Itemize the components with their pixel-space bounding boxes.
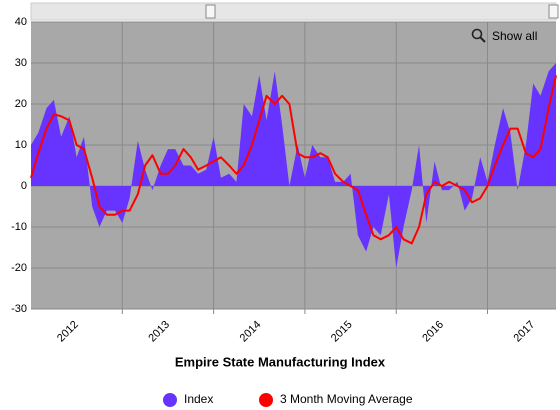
x-tick-label: 2016 bbox=[420, 319, 446, 345]
legend-label[interactable]: 3 Month Moving Average bbox=[280, 392, 413, 406]
chart-title: Empire State Manufacturing Index bbox=[175, 354, 386, 369]
y-tick-label: -10 bbox=[11, 221, 27, 233]
y-tick-label: 40 bbox=[15, 16, 27, 28]
navigator-handle[interactable] bbox=[205, 4, 216, 19]
line bbox=[30, 75, 557, 245]
x-tick-label: 2014 bbox=[238, 319, 264, 345]
x-tick-label: 2017 bbox=[512, 319, 538, 345]
x-tick-label: 2015 bbox=[329, 319, 355, 345]
legend-marker[interactable] bbox=[163, 393, 177, 407]
y-tick-label: 0 bbox=[21, 180, 27, 192]
x-tick-label: 2012 bbox=[55, 319, 81, 345]
y-tick-label: 10 bbox=[15, 139, 27, 151]
zoom-icon bbox=[471, 28, 483, 40]
button-label[interactable]: Show all bbox=[492, 29, 537, 43]
navigator[interactable] bbox=[30, 2, 557, 21]
y-tick-label: -20 bbox=[11, 262, 27, 274]
legend-marker[interactable] bbox=[259, 393, 273, 407]
x-tick-label: 2013 bbox=[146, 319, 172, 345]
y-tick-label: 30 bbox=[15, 57, 27, 69]
zoom-icon bbox=[479, 36, 486, 43]
area bbox=[31, 63, 556, 268]
y-tick-label: 20 bbox=[15, 98, 27, 110]
legend-label[interactable]: Index bbox=[184, 392, 213, 406]
y-tick-label: -30 bbox=[11, 303, 27, 315]
navigator-handle[interactable] bbox=[548, 4, 559, 19]
